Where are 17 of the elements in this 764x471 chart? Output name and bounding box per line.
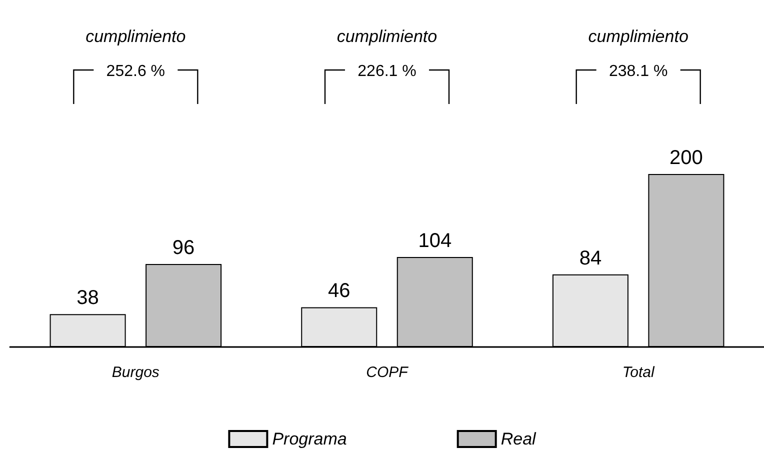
data-label: 38 xyxy=(76,287,99,310)
x-tick-label: COPF xyxy=(366,364,409,381)
x-tick-label: Total xyxy=(622,364,655,381)
text: 238.1 % xyxy=(608,63,668,80)
text: 252.6 % xyxy=(106,63,166,80)
legend-label: Real xyxy=(500,430,538,448)
text: 226.1 % xyxy=(358,63,416,80)
data-label: 84 xyxy=(579,247,602,270)
data-label: 96 xyxy=(172,236,195,259)
data-label: 46 xyxy=(328,280,350,302)
legend-label: Programa xyxy=(272,430,347,448)
x-tick-label: Burgos xyxy=(112,364,160,381)
text: cumplimiento xyxy=(588,27,688,46)
data-label: 104 xyxy=(418,230,452,252)
text: cumplimiento xyxy=(336,27,438,46)
text: cumplimiento xyxy=(86,27,186,46)
data-label: 200 xyxy=(670,147,703,169)
